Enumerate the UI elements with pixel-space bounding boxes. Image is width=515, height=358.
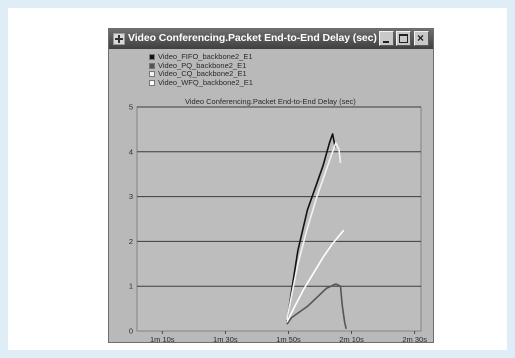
legend-label-pq: Video_PQ_backbone2_E1 bbox=[158, 60, 247, 70]
series-line-2 bbox=[286, 142, 342, 320]
x-tick-label-3: 2m 10s bbox=[339, 335, 364, 342]
x-tick-label-0: 1m 10s bbox=[150, 335, 175, 342]
plot-area bbox=[136, 106, 422, 332]
chart-title: Video Conferencing.Packet End-to-End Del… bbox=[185, 97, 356, 106]
y-tick-label-4: 4 bbox=[129, 147, 133, 156]
legend-label-wfq: Video_WFQ_backbone2_E1 bbox=[158, 77, 253, 87]
background-frame: Video Conferencing.Packet End-to-End Del… bbox=[8, 8, 507, 350]
title-bar[interactable]: Video Conferencing.Packet End-to-End Del… bbox=[109, 29, 433, 49]
y-tick-label-5: 5 bbox=[129, 103, 133, 112]
series-line-0 bbox=[286, 133, 336, 323]
window-title: Video Conferencing.Packet End-to-End Del… bbox=[128, 32, 377, 44]
minimize-button[interactable] bbox=[379, 31, 394, 46]
legend-swatch-fifo bbox=[149, 54, 155, 60]
legend-swatch-cq bbox=[149, 71, 155, 77]
legend-label-fifo: Video_FIFO_backbone2_E1 bbox=[158, 52, 253, 61]
close-button[interactable]: × bbox=[414, 31, 429, 46]
legend-swatch-wfq bbox=[149, 79, 155, 86]
y-tick-label-0: 0 bbox=[129, 327, 133, 336]
x-tick-label-4: 2m 30s bbox=[402, 335, 427, 342]
x-tick-label-1: 1m 30s bbox=[213, 335, 238, 342]
y-tick-label-2: 2 bbox=[129, 237, 133, 246]
close-icon: × bbox=[417, 31, 425, 45]
maximize-button[interactable] bbox=[396, 31, 411, 46]
x-tick-label-2: 1m 50s bbox=[276, 335, 301, 342]
graph-window: Video Conferencing.Packet End-to-End Del… bbox=[108, 28, 434, 343]
series-line-3 bbox=[286, 229, 345, 323]
legend-label-cq: Video_CQ_backbone2_E1 bbox=[158, 69, 247, 78]
chart-plot: 0 1 2 3 4 5 1m 10s 1m 30s 1m 50s 2m 10s 2m 30s bbox=[129, 103, 427, 343]
y-tick-label-1: 1 bbox=[129, 282, 133, 291]
series-line-1 bbox=[286, 283, 347, 329]
system-menu-icon[interactable] bbox=[113, 33, 125, 45]
legend-swatch-pq bbox=[149, 62, 155, 69]
y-tick-label-3: 3 bbox=[129, 192, 133, 201]
